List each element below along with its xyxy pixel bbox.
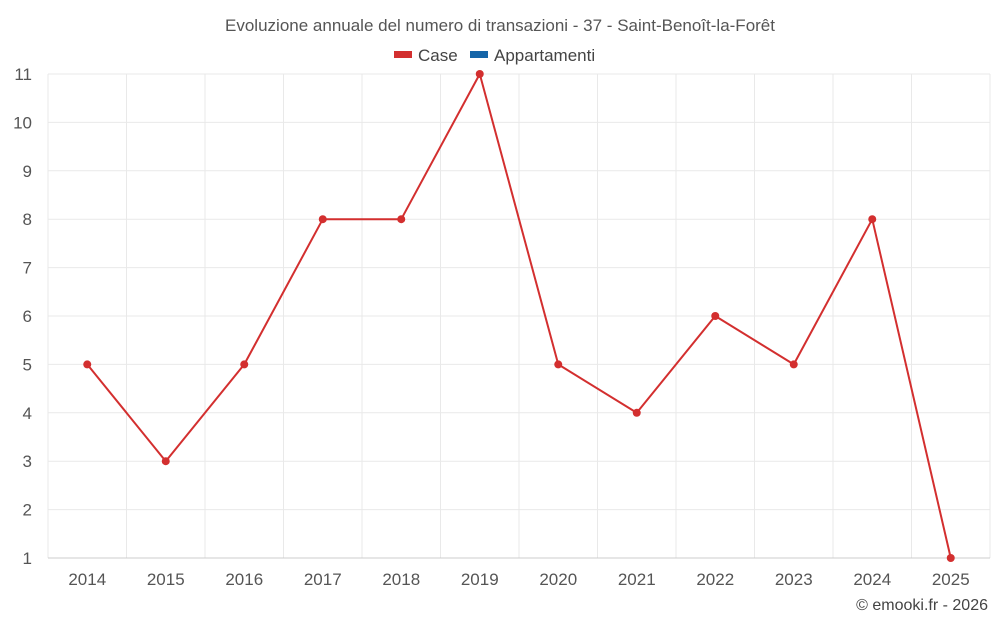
legend-item[interactable]: Case [394, 46, 458, 65]
x-tick-label: 2023 [775, 570, 813, 589]
data-point[interactable] [632, 408, 641, 417]
data-point[interactable] [397, 215, 406, 224]
x-tick-label: 2024 [853, 570, 891, 589]
x-tick-label: 2020 [539, 570, 577, 589]
y-tick-label: 9 [23, 162, 32, 181]
x-tick-label: 2017 [304, 570, 342, 589]
data-point[interactable] [554, 360, 563, 369]
data-point[interactable] [318, 215, 327, 224]
credit-text: © emooki.fr - 2026 [856, 597, 988, 614]
series-line [86, 73, 952, 559]
x-tick-label: 2025 [932, 570, 970, 589]
legend: Case Appartamenti [394, 46, 595, 65]
x-tick-label: 2018 [382, 570, 420, 589]
x-tick-label: 2022 [696, 570, 734, 589]
y-tick-label: 5 [23, 355, 32, 374]
legend-swatch [394, 51, 412, 58]
y-tick-label: 6 [23, 307, 32, 326]
x-tick-label: 2019 [461, 570, 499, 589]
y-tick-label: 10 [13, 113, 32, 132]
data-point[interactable] [240, 360, 249, 369]
x-tick-label: 2021 [618, 570, 656, 589]
y-tick-label: 11 [14, 65, 32, 84]
y-tick-label: 4 [23, 404, 32, 423]
legend-label: Case [418, 46, 458, 65]
x-tick-label: 2014 [68, 570, 106, 589]
y-tick-label: 3 [23, 452, 32, 471]
data-point[interactable] [161, 457, 170, 466]
data-point[interactable] [946, 554, 955, 562]
x-axis-ticks: 2014 2015 2016 2017 2018 2019 2020 2021 2022 2023… [68, 570, 969, 589]
data-point[interactable] [711, 312, 720, 320]
legend-swatch [470, 51, 488, 58]
grid [47, 73, 991, 559]
legend-label: Appartamenti [494, 46, 595, 65]
data-point[interactable] [475, 70, 484, 78]
series-layer [83, 70, 955, 562]
y-tick-label: 7 [23, 259, 32, 278]
data-point[interactable] [83, 360, 92, 369]
legend-item[interactable]: Appartamenti [470, 46, 595, 65]
data-point[interactable] [789, 360, 798, 369]
x-tick-label: 2015 [147, 570, 185, 589]
y-tick-label: 1 [23, 549, 32, 568]
y-axis-ticks: 1 2 3 4 5 6 7 8 9 10 11 [13, 65, 32, 568]
x-tick-label: 2016 [225, 570, 263, 589]
data-point[interactable] [868, 215, 877, 224]
y-tick-label: 8 [23, 210, 32, 229]
y-tick-label: 2 [23, 501, 32, 520]
chart-title: Evoluzione annuale del numero di transaz… [225, 16, 775, 35]
